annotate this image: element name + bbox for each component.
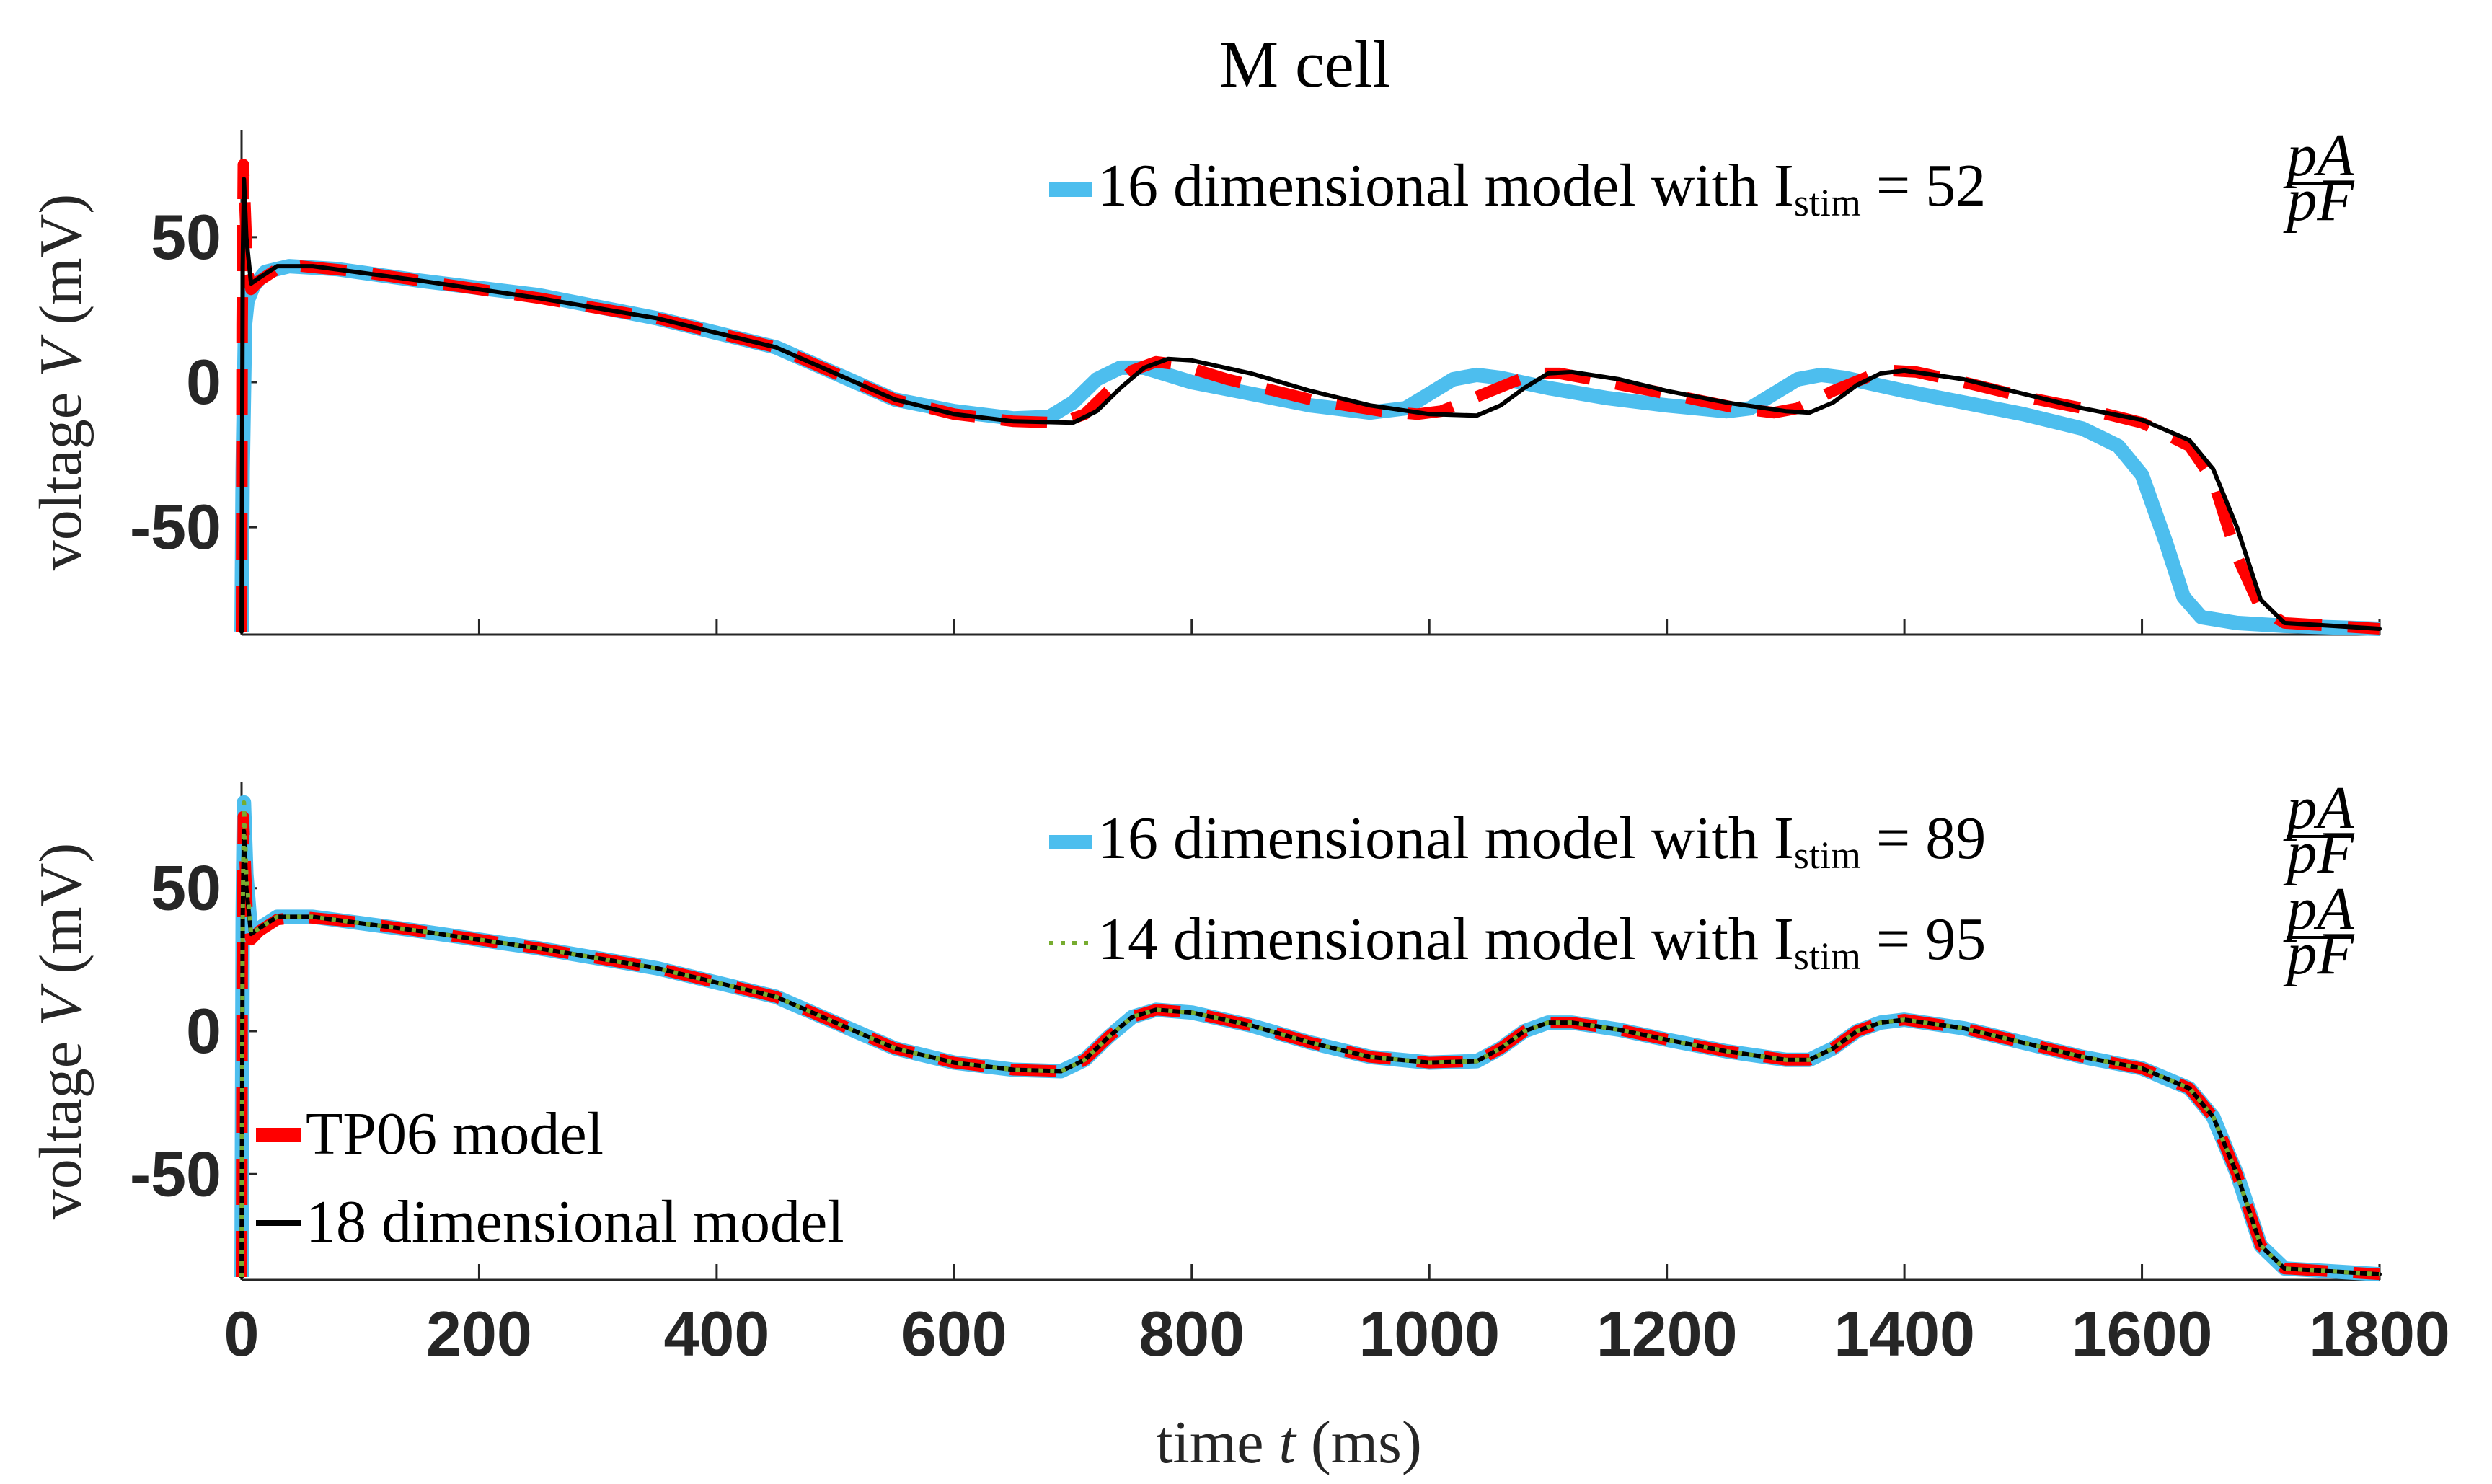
top-panel: voltage V (mV) 50 0 -50 16 dimensional mod…: [27, 122, 2382, 636]
x-ticks: 0 200 400 600 800 1000 1200 1400 1600 1800: [224, 1298, 2450, 1369]
bottom-series: [234, 795, 2382, 1282]
legend-equals: = 89: [1861, 805, 1986, 872]
y-tick-label: 50: [151, 201, 221, 273]
y-label-units: (mV): [27, 194, 94, 340]
x-tick-label: 1400: [1834, 1298, 1975, 1369]
y-tick-label: -50: [130, 1138, 221, 1209]
legend-entry-14d: 14 dimensional model with Istim = 95: [1097, 906, 1986, 978]
series-line-18d: [239, 177, 2382, 634]
top-series: [234, 159, 2382, 636]
legend-equals: = 95: [1861, 906, 1986, 973]
x-tick-label: 1200: [1596, 1298, 1738, 1369]
y-tick-label: -50: [130, 491, 221, 562]
x-tick-label: 200: [426, 1298, 532, 1369]
x-tick-label: 1000: [1358, 1298, 1500, 1369]
x-tick-label: 0: [224, 1298, 260, 1369]
bottom-legend-secondary: TP06 model 18 dimensional model: [256, 1100, 844, 1255]
legend-equals: = 52: [1861, 152, 1986, 219]
legend-subscript: stim: [1794, 181, 1861, 224]
y-label-word: voltage: [27, 377, 94, 570]
bottom-legend: 16 dimensional model with Istim = 89 pApF…: [1049, 774, 2355, 987]
x-label-units: (ms): [1296, 1409, 1422, 1476]
legend-entry-18d: 18 dimensional model: [306, 1188, 844, 1255]
x-tick-label: 600: [901, 1298, 1007, 1369]
figure-title: M cell: [1219, 27, 1391, 101]
legend-subscript: stim: [1794, 935, 1861, 978]
series-line-14d: [239, 800, 2380, 1278]
x-tick-label: 400: [663, 1298, 769, 1369]
legend-fraction-numerator: pA: [2283, 875, 2354, 942]
y-label-var: V: [27, 983, 94, 1026]
y-label-units: (mV): [27, 843, 94, 989]
y-axis-label-text: voltage V (mV): [27, 843, 94, 1220]
x-label-var: t: [1278, 1409, 1297, 1476]
legend-prefix: 16 dimensional model with I: [1097, 805, 1794, 872]
x-tick-label: 800: [1139, 1298, 1245, 1369]
series-line-tp06: [236, 159, 2380, 635]
legend-entry-16d: 16 dimensional model with Istim = 52: [1097, 152, 1986, 224]
x-axis-label-text: time t (ms): [1156, 1409, 1422, 1476]
x-axis-label: time t (ms): [1156, 1409, 1422, 1476]
bottom-panel: voltage V (mV) 50 0 -50 0 200 400 600 800 1000 1…: [27, 774, 2450, 1476]
bottom-y-ticks: 50 0 -50: [130, 852, 221, 1210]
y-label-word: voltage: [27, 1026, 94, 1219]
y-label-var: V: [27, 334, 94, 377]
legend-prefix: 14 dimensional model with I: [1097, 906, 1794, 973]
x-label-word: time: [1156, 1409, 1278, 1476]
y-axis-label-text: voltage V (mV): [27, 194, 94, 571]
legend-fraction-denominator: pF: [2283, 167, 2355, 234]
x-tick-label: 1600: [2072, 1298, 2213, 1369]
legend-fraction-denominator: pF: [2283, 920, 2355, 987]
top-y-ticks: 50 0 -50: [130, 201, 221, 562]
y-tick-label: 0: [186, 346, 221, 418]
legend-subscript: stim: [1794, 834, 1861, 877]
y-tick-label: 50: [151, 852, 221, 924]
legend-entry-16d: 16 dimensional model with Istim = 89: [1097, 805, 1986, 877]
legend-entry-tp06: TP06 model: [306, 1100, 604, 1167]
legend-fraction-numerator: pA: [2283, 774, 2354, 842]
legend-prefix: 16 dimensional model with I: [1097, 152, 1794, 219]
y-tick-label: 0: [186, 995, 221, 1066]
legend-fraction-denominator: pF: [2283, 819, 2355, 886]
legend-fraction-numerator: pA: [2283, 122, 2354, 189]
bottom-y-axis-label: voltage V (mV): [27, 843, 94, 1220]
top-y-axis-label: voltage V (mV): [27, 194, 94, 571]
series-line-16d: [234, 259, 2380, 636]
x-tick-label: 1800: [2309, 1298, 2450, 1369]
